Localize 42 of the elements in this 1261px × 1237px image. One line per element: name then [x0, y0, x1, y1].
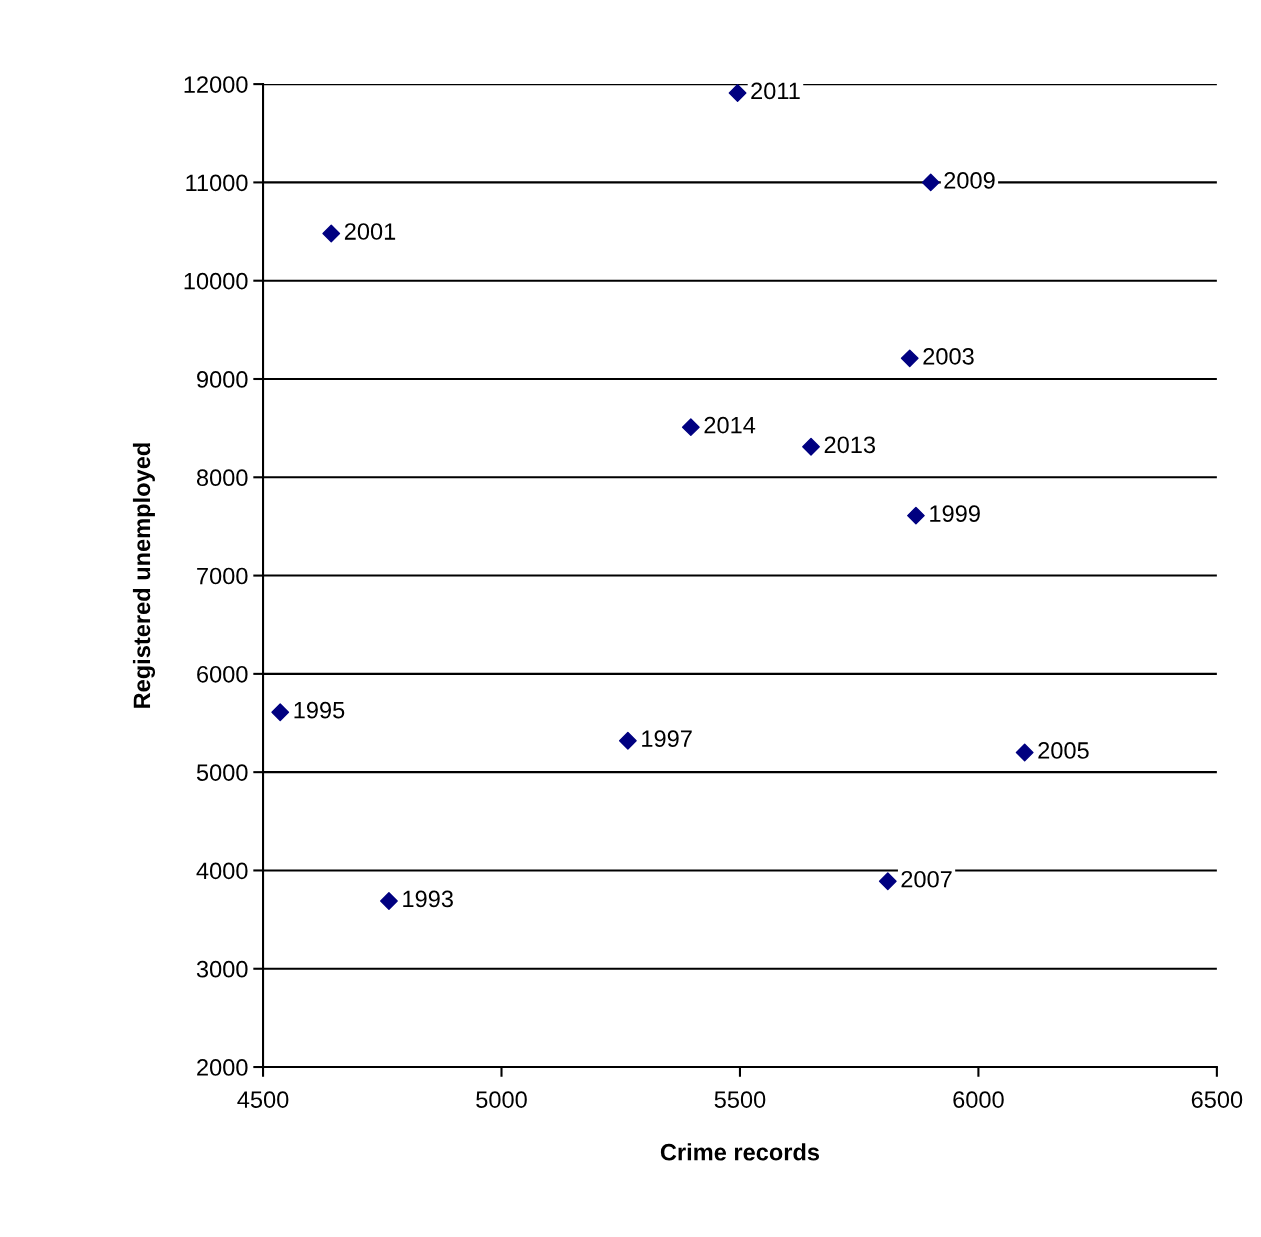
y-tick-label: 9000: [197, 371, 248, 388]
annotation: 2003: [923, 347, 974, 365]
point: [322, 224, 341, 243]
annotation: 2007: [901, 870, 952, 888]
y-tick-label: 5000: [196, 764, 248, 781]
annotation: 2009: [944, 172, 995, 189]
point: [728, 84, 747, 102]
x-tick-label: 6000: [953, 1091, 1004, 1108]
point: [907, 506, 925, 525]
x-tick-label: 6500: [1191, 1091, 1243, 1108]
point: [681, 418, 700, 437]
x-tick-label: 4500: [237, 1091, 289, 1108]
x-axis-title: Crime records: [660, 1143, 820, 1161]
point: [618, 731, 637, 750]
y-tick-label: 2000: [197, 1059, 248, 1076]
y-tick-label: 10000: [184, 272, 248, 290]
y-tick-label: 11000: [186, 174, 248, 192]
y-tick-label: 3000: [196, 960, 248, 978]
annotation: 1999: [930, 505, 980, 522]
y-axis-title: Registered unemployed: [132, 443, 156, 708]
annotation: 1997: [642, 730, 692, 748]
point: [921, 173, 940, 192]
y-tick-label: 4000: [196, 862, 248, 880]
annotation: 2011: [751, 82, 800, 100]
point: [1015, 743, 1034, 762]
point: [802, 437, 820, 456]
point: [900, 349, 919, 368]
x-tick-label: 5000: [476, 1091, 527, 1108]
y-tick-label: 8000: [196, 469, 248, 487]
point: [878, 872, 897, 891]
annotation: 2001: [344, 223, 396, 240]
annotation: 1995: [294, 701, 345, 719]
y-tick-label: 6000: [197, 665, 248, 683]
point: [380, 892, 398, 910]
annotation: 2013: [824, 436, 875, 454]
annotation: 2005: [1038, 742, 1089, 759]
y-tick-label: 12000: [184, 76, 248, 93]
y-tick-label: 7000: [197, 567, 248, 585]
annotation: 1993: [403, 890, 453, 908]
x-tick-label: 5500: [714, 1091, 766, 1108]
annotation: 2014: [704, 416, 756, 434]
point: [271, 703, 290, 722]
